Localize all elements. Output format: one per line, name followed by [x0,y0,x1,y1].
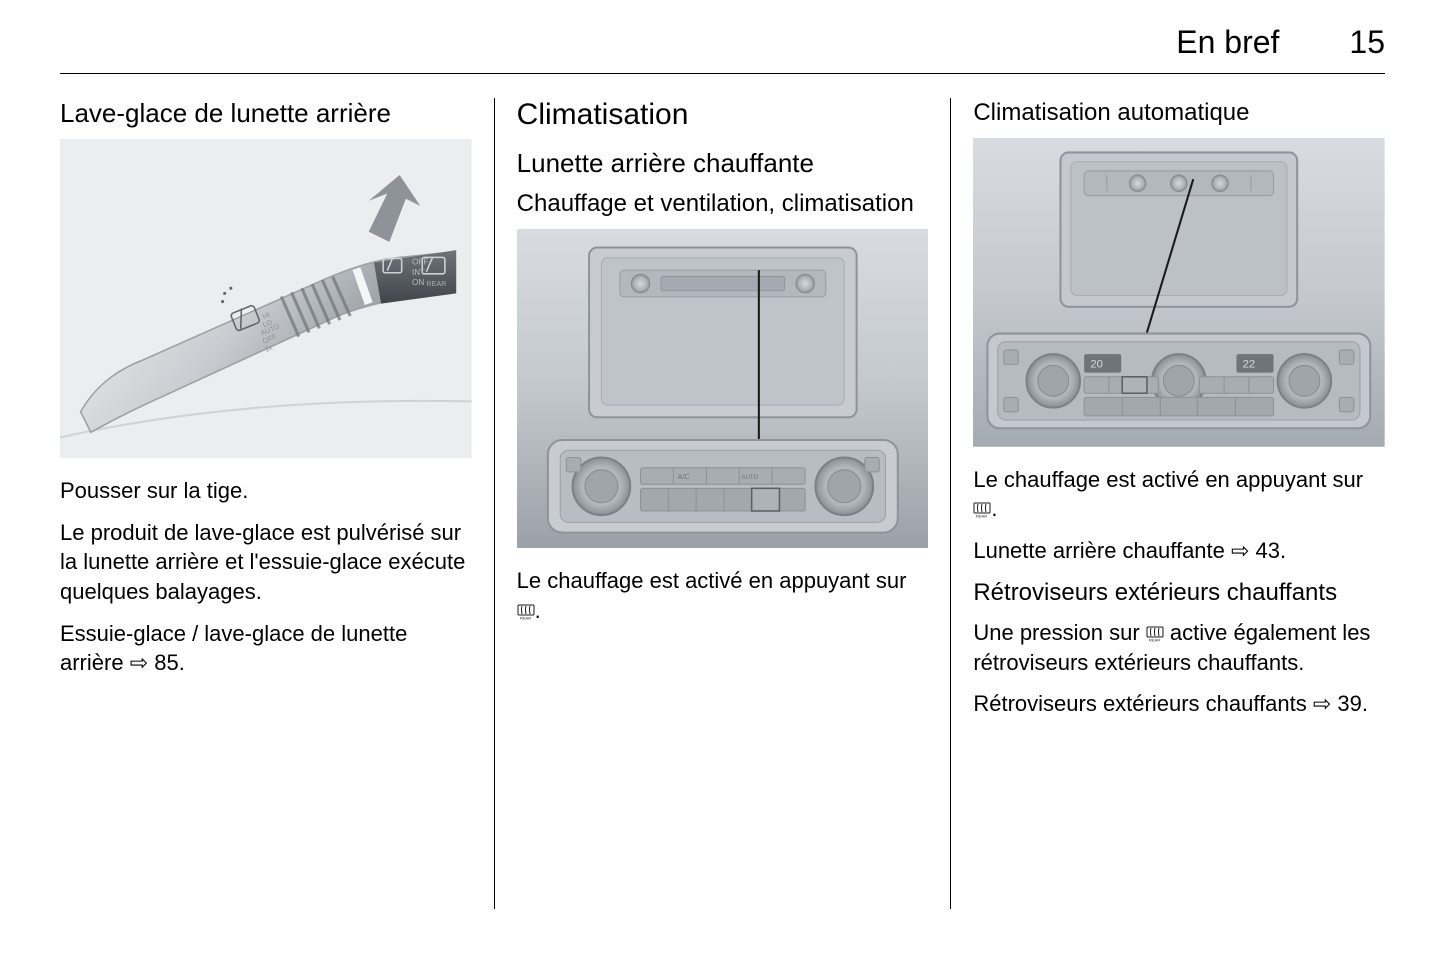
col3-p1-suffix: . [991,496,997,521]
col1-p3: Essuie-glace / lave-glace de lunette arr… [60,619,472,678]
col1-p2: Le produit de lave-glace est pulvérisé s… [60,518,472,607]
col3-p2-ref: ⇨ 43. [1231,538,1286,563]
col2-p1-prefix: Le chauffage est activé en appuyant sur [517,568,907,593]
col2-p1-suffix: . [535,598,541,623]
rear-defrost-icon: REAR [973,502,991,518]
column-1: Lave-glace de lunette arrière [60,98,494,909]
col3-p3-prefix: Une pression sur [973,620,1145,645]
column-3: Climatisation automatique [951,98,1385,909]
col1-p3-text: Essuie-glace / lave-glace de lunette arr… [60,621,407,676]
figure-hvac-standard: A/C AUTO [517,229,929,548]
svg-text:REAR: REAR [976,514,987,519]
col3-p1-prefix: Le chauffage est activé en appuyant sur [973,467,1363,492]
figure-hvac-automatic: 20 22 [973,138,1385,447]
figure-washer-stalk: REAR OFF INT ON [60,139,472,458]
col3-h3: Climatisation automatique [973,98,1385,128]
svg-text:20: 20 [1091,359,1104,371]
col2-h3: Chauffage et ventilation, climatisation [517,189,929,219]
col3-p2-prefix: Lunette arrière chauffante [973,538,1231,563]
svg-text:REAR: REAR [1149,637,1160,642]
col3-p2: Lunette arrière chauffante ⇨ 43. [973,536,1385,566]
col2-h1: Climatisation [517,98,929,132]
svg-text:OFF: OFF [412,258,428,267]
chapter-title: En bref [1176,24,1279,61]
rear-defrost-icon: REAR [1146,626,1164,642]
svg-text:REAR: REAR [520,615,531,620]
svg-text:INT: INT [412,268,425,277]
svg-text:A/C: A/C [677,472,689,481]
col3-p1: Le chauffage est activé en appuyant sur … [973,465,1385,524]
col2-p1: Le chauffage est activé en appuyant sur … [517,566,929,625]
col3-h3b: Rétroviseurs extérieurs chauffants [973,578,1385,608]
col1-p1: Pousser sur la tige. [60,476,472,506]
rear-defrost-icon: REAR [517,604,535,620]
col2-h2: Lunette arrière chauffante [517,148,929,179]
column-2: Climatisation Lunette arrière chauffante… [495,98,951,909]
page-number: 15 [1349,24,1385,61]
col3-p3: Une pression sur REAR active également l… [973,618,1385,677]
col3-p4-prefix: Rétroviseurs extérieurs chauffants [973,691,1313,716]
content-columns: Lave-glace de lunette arrière [60,98,1385,909]
svg-text:22: 22 [1243,359,1256,371]
col1-heading: Lave-glace de lunette arrière [60,98,472,129]
col3-p4-ref: ⇨ 39. [1313,691,1368,716]
col3-p4: Rétroviseurs extérieurs chauffants ⇨ 39. [973,689,1385,719]
svg-text:REAR: REAR [426,279,446,288]
page-header: En bref 15 [60,24,1385,74]
svg-text:AUTO: AUTO [741,474,758,481]
svg-text:ON: ON [412,278,424,287]
col1-p3-ref: ⇨ 85. [130,650,185,675]
